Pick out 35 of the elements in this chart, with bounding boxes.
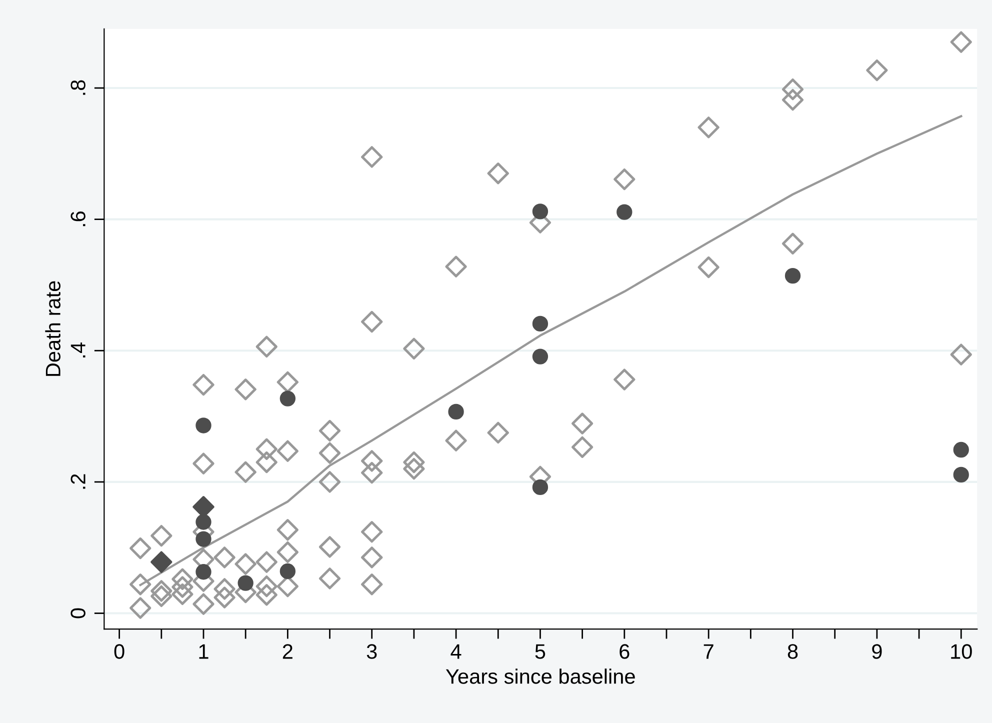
point <box>616 204 632 220</box>
y-tick-label: .4 <box>70 342 86 358</box>
x-tick-label: 4 <box>450 644 462 659</box>
y-tick-label: .2 <box>70 474 86 489</box>
x-tick-label: 0 <box>114 644 124 659</box>
point <box>238 575 254 591</box>
x-tick-label: 8 <box>788 644 798 659</box>
point <box>448 404 464 420</box>
point <box>532 204 548 220</box>
x-tick-label: 7 <box>704 644 714 659</box>
y-tick-label: .6 <box>70 212 86 226</box>
point <box>196 418 212 434</box>
x-tick-label: 5 <box>535 644 546 659</box>
point <box>953 466 969 483</box>
point <box>532 479 548 496</box>
y-tick-label: 0 <box>70 608 86 618</box>
x-tick-label: 9 <box>872 644 882 659</box>
x-tick-label: 3 <box>366 644 377 659</box>
point <box>532 348 548 364</box>
point <box>953 442 969 458</box>
point <box>784 268 801 284</box>
point <box>280 390 296 406</box>
x-tick-label: 2 <box>282 644 292 659</box>
point <box>280 563 296 580</box>
x-tick-label: 6 <box>620 644 630 659</box>
x-axis-title: Years since baseline <box>446 668 635 684</box>
x-tick-label: 1 <box>199 644 208 659</box>
point <box>196 531 212 547</box>
point <box>196 564 212 580</box>
y-axis-title: Death rate <box>45 281 60 376</box>
x-tick-label: 10 <box>951 644 972 659</box>
point <box>532 316 548 332</box>
point <box>196 514 212 530</box>
y-tick-label: .8 <box>70 80 86 95</box>
point <box>150 551 172 573</box>
